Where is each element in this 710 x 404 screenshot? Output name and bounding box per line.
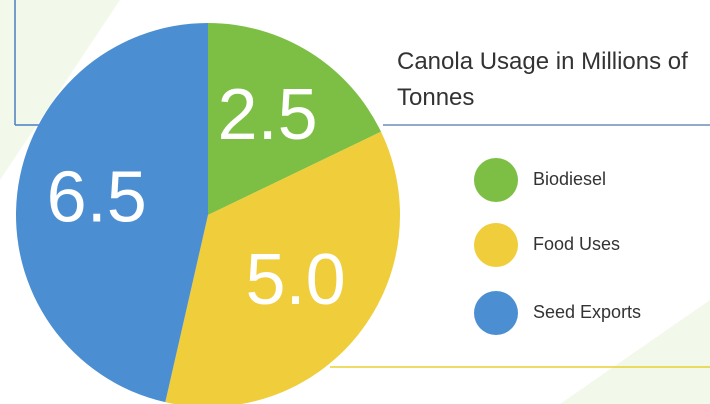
legend: Biodiesel Food Uses Seed Exports xyxy=(474,158,641,335)
legend-swatch xyxy=(474,223,518,267)
page: 2.5 5.0 6.5 Biodiesel Food Uses Seed Exports… xyxy=(0,0,710,404)
value-label: 2.5 xyxy=(218,75,318,155)
pie: 2.5 5.0 6.5 xyxy=(16,23,400,404)
legend-swatch xyxy=(474,158,518,202)
legend-swatch xyxy=(474,291,518,335)
value-label: 5.0 xyxy=(246,240,346,320)
legend-label: Biodiesel xyxy=(533,169,606,189)
legend-label: Seed Exports xyxy=(533,302,641,322)
chart-title: Canola Usage in Millions of Tonnes xyxy=(397,44,702,116)
value-label: 6.5 xyxy=(47,157,147,237)
legend-label: Food Uses xyxy=(533,234,620,254)
